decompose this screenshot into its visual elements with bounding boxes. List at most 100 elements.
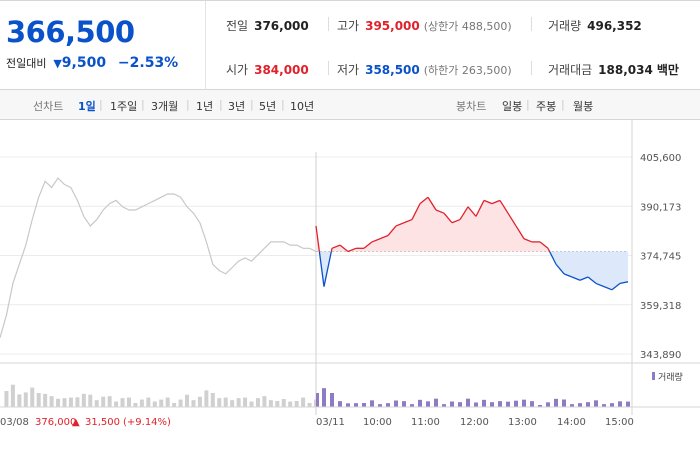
volume-legend-label: 거래량 [658, 371, 683, 383]
divider: | [250, 98, 254, 111]
volume-bar [262, 396, 267, 407]
tab-10-years[interactable]: 10년 [290, 100, 315, 113]
tab-1-day[interactable]: 1일 [78, 100, 96, 113]
price-line-segment [315, 225, 321, 252]
volume-bar [618, 401, 622, 407]
tab-5-years[interactable]: 5년 [259, 100, 277, 113]
volume-bar [394, 400, 398, 407]
divider [531, 61, 532, 75]
price-line-segment [435, 209, 445, 214]
volume-bar [217, 398, 222, 407]
volume-bar [410, 404, 414, 407]
x-tick-label: 12:00 [460, 417, 489, 428]
volume-bar [307, 403, 312, 407]
low-label: 저가 [337, 63, 360, 77]
volume-bar [56, 398, 61, 407]
volume-bar [362, 403, 366, 407]
volume-bar [75, 397, 80, 407]
volume-bar [120, 398, 125, 407]
volume-bar [586, 402, 590, 407]
price-line-segment [467, 206, 477, 217]
price-line-segment [427, 196, 437, 211]
volume-bar [418, 399, 422, 407]
volume-bar [402, 401, 406, 407]
price-line-segment [539, 241, 549, 249]
tab-1-week[interactable]: 1주일 [110, 100, 138, 113]
volume-bar [249, 401, 254, 407]
tab-daily[interactable]: 일봉 [502, 100, 523, 113]
volume-bar [275, 401, 280, 407]
volume-bar [4, 391, 9, 407]
volume-bar [316, 393, 319, 407]
stat-low: 저가 358,500 (하한가 263,500) [337, 61, 512, 78]
price-line-segment [587, 276, 597, 284]
price-line-segment [483, 199, 493, 205]
price-line-segment [555, 263, 565, 275]
change-amount: 9,500 [61, 55, 107, 71]
price-change-row: 전일대비 ▼9,500 −2.53% [6, 55, 178, 71]
volume-bar [152, 401, 157, 407]
price-line-segment [499, 200, 509, 214]
trade-value-label: 거래대금 [548, 63, 593, 77]
volume-bar [562, 399, 566, 407]
volume-label: 거래량 [548, 19, 582, 33]
prev-day-line [0, 177, 317, 338]
lower-limit: (하한가 263,500) [423, 64, 512, 77]
volume-bar [185, 394, 190, 407]
y-tick-label: 405,600 [640, 153, 681, 164]
volume-bar [126, 397, 131, 407]
volume-bar [482, 399, 486, 407]
price-line-segment [363, 241, 373, 249]
volume-bar [159, 399, 164, 407]
volume-bar [88, 394, 93, 407]
divider: | [219, 98, 223, 111]
price-line-segment [563, 273, 573, 278]
price-line-segment [619, 281, 629, 285]
tab-1-year[interactable]: 1년 [196, 100, 214, 113]
tab-3-months[interactable]: 3개월 [151, 100, 179, 113]
stat-prev-close: 전일 376,000 [226, 17, 309, 34]
volume-bar [426, 401, 430, 407]
price-line-segment [515, 225, 525, 240]
volume-bar [10, 384, 15, 407]
line-chart-label: 선차트 [33, 100, 64, 113]
change-label: 전일대비 [6, 57, 47, 70]
volume-bar [255, 398, 260, 407]
price-line-segment [603, 286, 613, 291]
volume-bar [43, 393, 48, 407]
volume-bar [514, 400, 518, 407]
chart-period-tabs: 선차트 1일 | 1주일 | 3개월 | 1년 | 3년 | 5년 | 10년 … [0, 90, 700, 120]
tab-3-years[interactable]: 3년 [228, 100, 246, 113]
volume-bar [498, 401, 502, 407]
volume-bar [530, 401, 534, 407]
volume-bar [594, 400, 598, 407]
volume-bar [94, 400, 99, 407]
trade-value: 188,034 [598, 63, 653, 77]
volume-legend-swatch [652, 372, 655, 380]
upper-limit: (상한가 488,500) [423, 20, 512, 33]
price-line-segment [395, 222, 405, 227]
price-line-segment [549, 251, 557, 265]
current-price: 366,500 [6, 15, 135, 49]
x-tick-label: 14:00 [557, 417, 586, 428]
divider: | [99, 98, 103, 111]
volume-bar [506, 401, 510, 407]
volume-bar [626, 401, 630, 407]
volume-bar [210, 393, 215, 407]
price-line-segment [347, 247, 357, 253]
volume-bar [68, 397, 73, 407]
stat-high: 고가 395,000 (상한가 488,500) [337, 17, 512, 34]
divider [531, 17, 532, 31]
tab-weekly[interactable]: 주봉 [536, 100, 557, 113]
y-tick-label: 374,745 [640, 252, 681, 263]
y-tick-label: 390,173 [640, 202, 681, 213]
high-value: 395,000 [365, 19, 420, 33]
x-tick-label: 15:00 [605, 417, 634, 428]
volume-bar [442, 404, 446, 407]
divider [328, 17, 329, 31]
volume-bar [23, 392, 28, 407]
volume-bar [570, 404, 574, 407]
volume-bar [114, 401, 119, 407]
tab-monthly[interactable]: 월봉 [573, 100, 594, 113]
volume-bar [370, 400, 374, 407]
